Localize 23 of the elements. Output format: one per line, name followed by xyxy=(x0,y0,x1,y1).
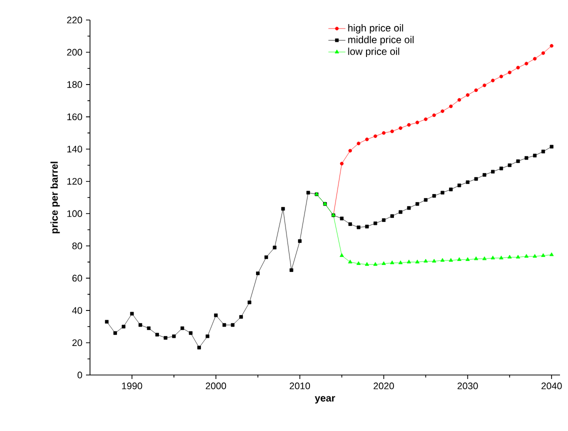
legend-label: high price oil xyxy=(348,24,404,34)
y-tick-label: 180 xyxy=(67,81,82,88)
y-tick-label: 80 xyxy=(72,242,82,250)
x-tick-label: 2000 xyxy=(206,382,226,390)
legend-label: low price oil xyxy=(348,48,400,57)
y-axis-title: price per barrel xyxy=(50,162,60,234)
x-tick-label: 2010 xyxy=(290,382,310,390)
y-tick-label: 60 xyxy=(72,274,82,282)
y-tick-label: 120 xyxy=(67,178,82,185)
x-tick-label: 2040 xyxy=(542,382,562,390)
y-tick-label: 140 xyxy=(67,146,82,152)
y-tick-label: 100 xyxy=(67,210,82,217)
y-tick-label: 160 xyxy=(67,113,82,120)
x-axis-title: year xyxy=(314,396,336,404)
legend-label: middle price oil xyxy=(348,36,414,46)
x-tick-label: 2030 xyxy=(458,382,478,390)
y-tick-label: 200 xyxy=(67,48,82,56)
y-tick-label: 40 xyxy=(72,307,82,314)
y-tick-label: 220 xyxy=(67,16,82,24)
y-tick-label: 20 xyxy=(72,339,82,346)
x-tick-label: 1990 xyxy=(122,382,142,390)
x-tick-label: 2020 xyxy=(374,382,394,390)
y-tick-label: 0 xyxy=(78,372,82,378)
